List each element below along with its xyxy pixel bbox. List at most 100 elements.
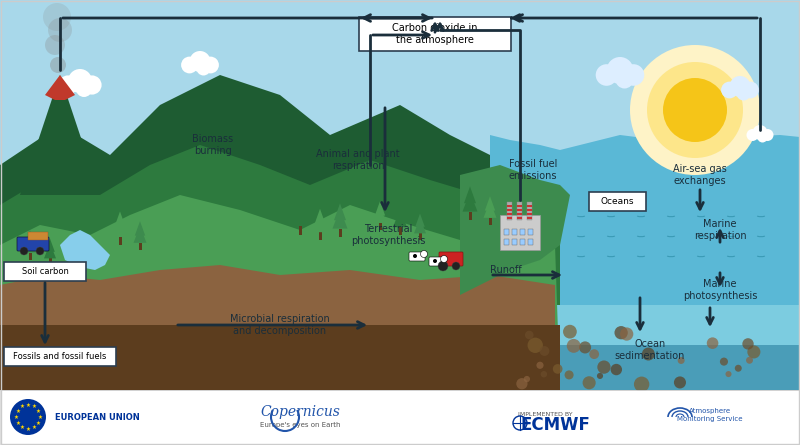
Polygon shape bbox=[393, 209, 407, 227]
Polygon shape bbox=[44, 243, 56, 259]
Polygon shape bbox=[113, 217, 127, 237]
FancyArrowPatch shape bbox=[432, 24, 438, 32]
Circle shape bbox=[734, 365, 742, 372]
Text: ECMWF: ECMWF bbox=[520, 416, 590, 434]
Circle shape bbox=[565, 370, 574, 380]
Polygon shape bbox=[23, 235, 37, 252]
FancyBboxPatch shape bbox=[520, 229, 525, 235]
Polygon shape bbox=[415, 214, 425, 227]
FancyBboxPatch shape bbox=[409, 252, 425, 261]
Polygon shape bbox=[0, 75, 560, 390]
Text: ★: ★ bbox=[26, 402, 30, 408]
Circle shape bbox=[197, 61, 210, 76]
FancyBboxPatch shape bbox=[318, 232, 322, 240]
Circle shape bbox=[36, 247, 44, 255]
FancyBboxPatch shape bbox=[512, 229, 517, 235]
FancyBboxPatch shape bbox=[359, 17, 511, 51]
Text: ★: ★ bbox=[19, 404, 25, 409]
FancyBboxPatch shape bbox=[528, 229, 533, 235]
Circle shape bbox=[634, 376, 650, 392]
Polygon shape bbox=[0, 195, 560, 390]
Circle shape bbox=[758, 133, 767, 142]
Circle shape bbox=[181, 57, 198, 73]
Circle shape bbox=[610, 364, 622, 375]
Text: ★: ★ bbox=[15, 421, 20, 425]
Circle shape bbox=[726, 371, 731, 377]
Circle shape bbox=[452, 262, 460, 270]
Circle shape bbox=[202, 57, 219, 73]
Polygon shape bbox=[134, 226, 146, 243]
Circle shape bbox=[746, 357, 753, 364]
Circle shape bbox=[413, 254, 417, 258]
FancyArrowPatch shape bbox=[364, 15, 432, 21]
Circle shape bbox=[615, 70, 634, 89]
Polygon shape bbox=[114, 211, 126, 228]
Circle shape bbox=[642, 348, 655, 360]
FancyArrowPatch shape bbox=[382, 108, 388, 209]
Circle shape bbox=[678, 357, 685, 364]
Text: Biomass
burning: Biomass burning bbox=[193, 134, 234, 156]
Polygon shape bbox=[464, 186, 476, 203]
Polygon shape bbox=[394, 204, 406, 219]
Circle shape bbox=[596, 64, 618, 86]
Text: Atmosphere
Monitoring Service: Atmosphere Monitoring Service bbox=[678, 409, 742, 421]
Text: Marine
respiration: Marine respiration bbox=[694, 219, 746, 241]
Polygon shape bbox=[135, 221, 146, 235]
FancyBboxPatch shape bbox=[517, 202, 522, 220]
FancyArrowPatch shape bbox=[512, 15, 520, 21]
Circle shape bbox=[742, 81, 759, 98]
FancyArrowPatch shape bbox=[697, 190, 703, 209]
FancyBboxPatch shape bbox=[398, 227, 402, 235]
Text: ★: ★ bbox=[26, 426, 30, 432]
Text: Copernicus: Copernicus bbox=[260, 405, 340, 419]
FancyArrowPatch shape bbox=[178, 322, 364, 328]
Circle shape bbox=[597, 373, 603, 379]
FancyBboxPatch shape bbox=[517, 205, 522, 207]
Circle shape bbox=[746, 129, 758, 141]
Text: Carbon dioxide in
the atmosphere: Carbon dioxide in the atmosphere bbox=[392, 23, 478, 45]
Polygon shape bbox=[462, 192, 478, 212]
Circle shape bbox=[43, 3, 71, 31]
Circle shape bbox=[730, 76, 750, 97]
Polygon shape bbox=[375, 201, 386, 215]
Circle shape bbox=[525, 331, 534, 339]
Circle shape bbox=[190, 51, 210, 72]
FancyBboxPatch shape bbox=[489, 218, 491, 225]
FancyArrowPatch shape bbox=[437, 24, 443, 31]
Circle shape bbox=[647, 62, 743, 158]
FancyBboxPatch shape bbox=[429, 257, 445, 266]
FancyBboxPatch shape bbox=[528, 239, 533, 245]
Circle shape bbox=[539, 346, 550, 356]
Circle shape bbox=[433, 259, 437, 263]
FancyBboxPatch shape bbox=[504, 229, 509, 235]
Circle shape bbox=[553, 364, 562, 374]
Text: ★: ★ bbox=[36, 421, 41, 425]
Text: Animal and plant
respiration: Animal and plant respiration bbox=[316, 149, 400, 171]
FancyBboxPatch shape bbox=[527, 217, 532, 219]
Circle shape bbox=[737, 86, 750, 101]
FancyArrowPatch shape bbox=[42, 283, 48, 342]
Polygon shape bbox=[60, 230, 110, 270]
FancyBboxPatch shape bbox=[507, 209, 512, 211]
FancyBboxPatch shape bbox=[338, 229, 342, 237]
Polygon shape bbox=[414, 218, 426, 233]
Circle shape bbox=[753, 125, 767, 140]
Polygon shape bbox=[294, 199, 306, 217]
FancyArrowPatch shape bbox=[637, 298, 643, 329]
Circle shape bbox=[742, 338, 754, 350]
Polygon shape bbox=[490, 305, 800, 390]
Circle shape bbox=[20, 247, 28, 255]
Polygon shape bbox=[374, 206, 386, 223]
Circle shape bbox=[706, 337, 718, 349]
Text: Soil carbon: Soil carbon bbox=[22, 267, 69, 276]
FancyBboxPatch shape bbox=[0, 0, 800, 390]
Circle shape bbox=[524, 376, 530, 382]
Polygon shape bbox=[483, 201, 497, 218]
Circle shape bbox=[590, 349, 599, 359]
Text: ★: ★ bbox=[14, 414, 18, 420]
Circle shape bbox=[50, 57, 66, 73]
FancyArrowPatch shape bbox=[717, 273, 723, 284]
Circle shape bbox=[441, 255, 447, 263]
Text: Air-sea gas
exchanges: Air-sea gas exchanges bbox=[673, 164, 727, 186]
Circle shape bbox=[48, 18, 72, 42]
